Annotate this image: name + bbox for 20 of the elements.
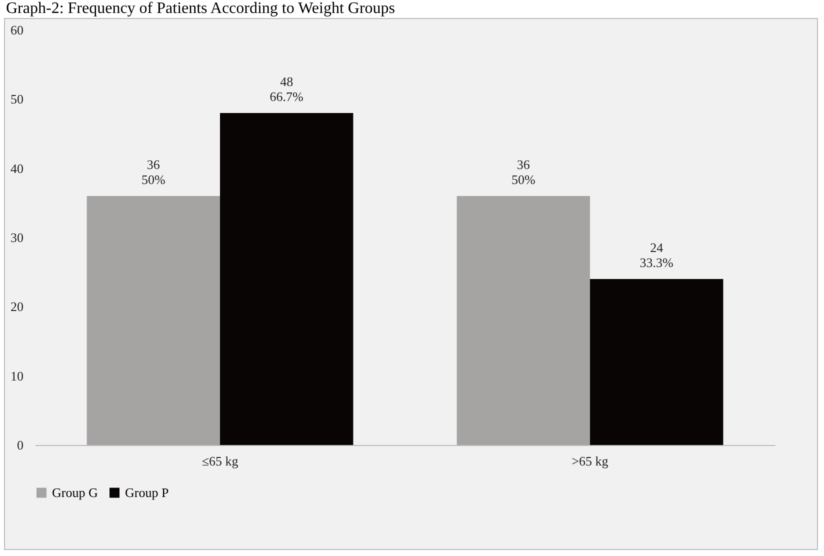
bar — [86, 196, 220, 445]
data-label: 36 50% — [141, 157, 166, 187]
legend-label: Group G — [52, 484, 98, 500]
bar — [220, 113, 354, 445]
chart-title: Graph-2: Frequency of Patients According to Weight Groups — [5, 0, 396, 18]
x-tick-label: >65 kg — [572, 454, 609, 468]
data-label: 24 33.3% — [640, 240, 674, 270]
bar — [456, 196, 590, 445]
y-tick-label: 20 — [10, 299, 24, 314]
y-tick-label: 0 — [17, 438, 24, 452]
data-label: 36 50% — [511, 157, 536, 187]
y-tick-label: 60 — [10, 22, 24, 38]
data-label: 48 66.7% — [270, 74, 304, 104]
y-tick-label: 40 — [10, 160, 24, 176]
legend-label: Group P — [125, 484, 169, 500]
x-tick-label: ≤65 kg — [202, 454, 239, 468]
y-tick-label: 30 — [10, 230, 24, 245]
y-tick-label: 50 — [10, 92, 24, 107]
y-tick-label: 10 — [10, 368, 24, 384]
bar — [590, 279, 724, 445]
